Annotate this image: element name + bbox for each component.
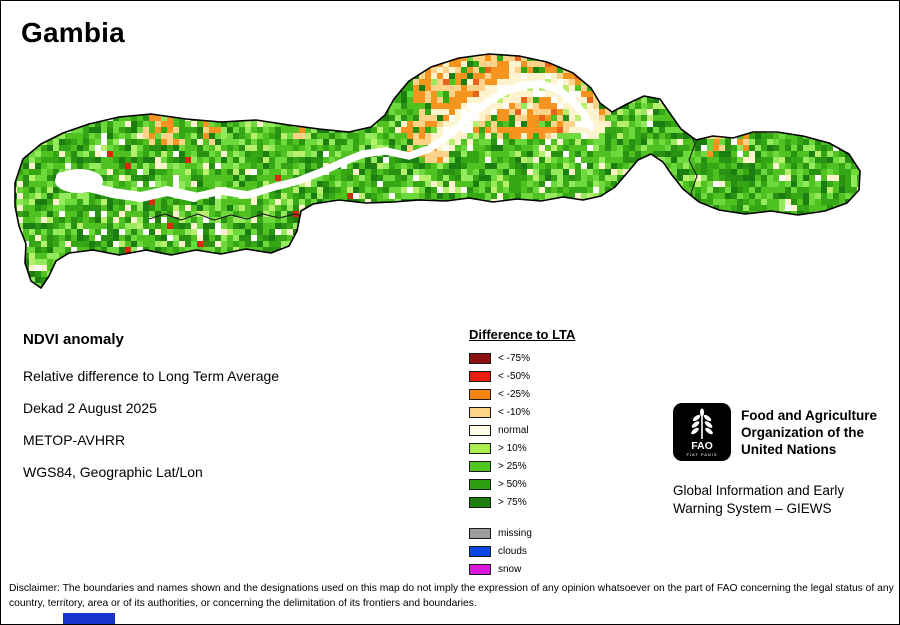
- legend-swatch: [469, 370, 491, 382]
- legend-item-label: > 75%: [498, 496, 527, 508]
- legend-item: < -10%: [469, 403, 575, 421]
- legend-item: > 75%: [469, 493, 575, 511]
- info-line-sensor: METOP-AVHRR: [23, 432, 126, 448]
- fao-logo: FAO FIAT PANIS: [673, 403, 731, 461]
- legend-swatch: [469, 496, 491, 508]
- legend-item: < -75%: [469, 349, 575, 367]
- legend-swatch: [469, 478, 491, 490]
- wheat-ear-icon: [691, 408, 713, 439]
- legend-swatch: [469, 527, 491, 539]
- legend-item: snow: [469, 560, 575, 578]
- legend-swatch: [469, 424, 491, 436]
- legend-item: > 50%: [469, 475, 575, 493]
- legend-item-label: clouds: [498, 545, 527, 557]
- fao-name-line: United Nations: [741, 441, 837, 457]
- legend-item: > 10%: [469, 439, 575, 457]
- fao-logo-text: FAO: [691, 440, 713, 452]
- giews-line: Global Information and Early: [673, 483, 845, 498]
- info-line-subtitle: Relative difference to Long Term Average: [23, 368, 280, 384]
- legend-item-label: < -25%: [498, 388, 530, 400]
- legend-item: missing: [469, 524, 575, 542]
- fao-name-line: Organization of the: [741, 424, 864, 440]
- info-heading: NDVI anomaly: [23, 331, 124, 348]
- legend-item-label: missing: [498, 527, 532, 539]
- ndvi-anomaly-map: [14, 53, 861, 289]
- organization-block: FAO FIAT PANIS Food and Agriculture Orga…: [673, 403, 895, 517]
- disclaimer-text: Disclaimer: The boundaries and names sho…: [9, 583, 894, 609]
- legend-swatch: [469, 563, 491, 575]
- fao-logo-motto: FIAT PANIS: [686, 452, 717, 457]
- legend-item: < -50%: [469, 367, 575, 385]
- info-line-projection: WGS84, Geographic Lat/Lon: [23, 464, 203, 480]
- boundary-line-south: [148, 213, 306, 221]
- legend-item-label: normal: [498, 424, 529, 436]
- legend-spacer: [469, 511, 575, 524]
- river-main-segment: [57, 80, 595, 201]
- gambia-river: [55, 80, 595, 202]
- legend-item-label: < -10%: [498, 406, 530, 418]
- legend-title: Difference to LTA: [469, 327, 576, 342]
- legend-item: > 25%: [469, 457, 575, 475]
- ndvi-raster-cells: [15, 54, 860, 288]
- legend-item-label: < -50%: [498, 370, 530, 382]
- legend-swatch: [469, 460, 491, 472]
- legend-item-label: < -75%: [498, 352, 530, 364]
- legend-item: clouds: [469, 542, 575, 560]
- legend-item-label: > 50%: [498, 478, 527, 490]
- fao-name-line: Food and Agriculture: [741, 407, 877, 423]
- legend-item-label: > 10%: [498, 442, 527, 454]
- giews-name: Global Information and Early Warning Sys…: [673, 482, 895, 517]
- legend-item-label: snow: [498, 563, 522, 575]
- legend-item-label: > 25%: [498, 460, 527, 472]
- legend-swatch: [469, 406, 491, 418]
- fao-name: Food and Agriculture Organization of the…: [741, 407, 877, 458]
- legend-swatch: [469, 442, 491, 454]
- giews-line: Warning System – GIEWS: [673, 500, 832, 516]
- fao-block: FAO FIAT PANIS Food and Agriculture Orga…: [673, 403, 895, 461]
- legend: Difference to LTA < -75% < -50% < -25% <…: [469, 327, 575, 578]
- legend-swatch: [469, 545, 491, 557]
- page-title: Gambia: [21, 17, 125, 48]
- legend-swatch: [469, 352, 491, 364]
- admin-boundaries: [148, 127, 698, 221]
- map-info-block: NDVI anomaly Relative difference to Long…: [23, 331, 279, 496]
- country-outline: [14, 53, 861, 289]
- info-line-dekad: Dekad 2 August 2025: [23, 400, 157, 416]
- legend-swatch: [469, 388, 491, 400]
- cropped-blue-artifact: [63, 613, 115, 624]
- legend-item: < -25%: [469, 385, 575, 403]
- legend-item: normal: [469, 421, 575, 439]
- boundary-line-east: [687, 127, 698, 205]
